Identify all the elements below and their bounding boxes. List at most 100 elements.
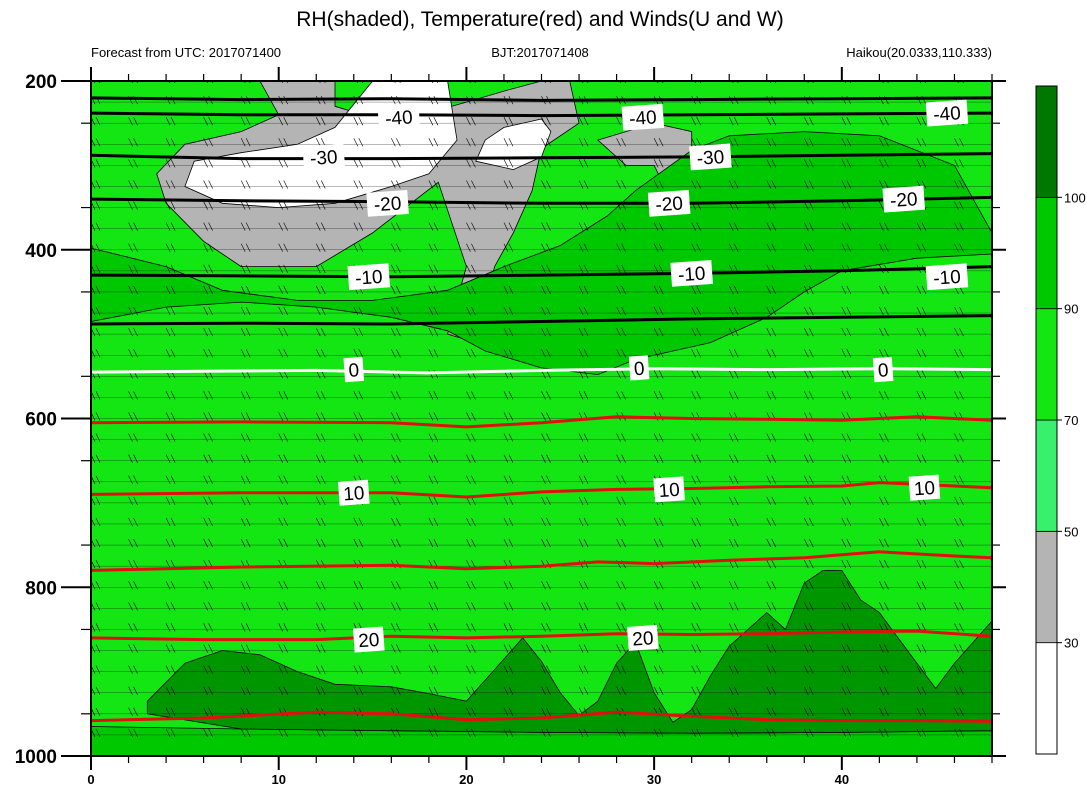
wind-barb-294 [804,306,814,316]
wind-barb-403 [203,412,213,421]
wind-barb-62 [541,117,551,126]
wind-barb-90 [653,138,664,147]
wind-barb-315 [653,327,664,337]
wind-barb-701 [128,665,138,674]
wind-barb-559 [428,538,439,548]
wind-barb-735 [466,686,476,695]
wind-barb-369 [804,370,814,379]
wind-barb-271 [879,285,889,295]
wind-barb-718 [766,665,777,674]
wind-barb-555 [278,538,288,548]
wind-barb-265 [653,285,664,295]
wind-barb-111 [503,159,514,168]
wind-barb-347 [916,349,927,358]
wind-barb-766 [691,707,701,716]
wind-barb-412 [541,412,551,421]
temperature-label-text-10: -10 [933,267,962,290]
wind-barb-632 [353,602,364,611]
wind-barb-642 [728,602,739,611]
wind-barb-253 [203,285,213,295]
wind-barb-572 [916,538,927,548]
wind-barb-753 [203,707,213,716]
wind-barb-480 [278,475,288,484]
temperature-label-12: 0 [628,355,650,381]
wind-barb-502 [165,496,176,506]
wind-barb-473 [954,454,964,463]
wind-barb-332 [353,349,364,358]
wind-barb-536 [503,517,514,527]
wind-barb-196 [879,222,889,231]
wind-barb-537 [541,517,551,527]
wind-barb-486 [503,475,514,484]
wind-barb-527 [165,517,176,527]
wind-barb-195 [841,222,852,231]
wind-barb-254 [240,285,251,295]
wind-barb-521 [879,496,889,506]
wind-barb-543 [766,517,777,527]
wind-barb-126 [128,180,138,189]
wind-barb-463 [578,454,589,463]
bjt-label: BJT:2017071408 [491,45,589,60]
wind-barb-562 [541,538,551,548]
wind-barb-655 [278,623,288,632]
wind-barb-769 [804,707,814,716]
wind-barb-726 [128,686,138,695]
wind-barb-491 [691,475,701,484]
wind-barb-611 [503,581,514,590]
wind-barb-791 [691,728,701,738]
wind-barb-557 [353,538,364,548]
wind-barb-743 [766,686,777,695]
wind-barb-631 [315,602,326,611]
temperature-contour-10 [91,629,992,642]
wind-barb-716 [691,665,701,674]
wind-barb-83 [391,138,401,147]
wind-barb-494 [804,475,814,484]
colorbar: 30 50 70 90 100 [1035,85,1086,755]
wind-barb-237 [541,264,551,273]
wind-barb-88 [578,138,589,147]
wind-barb-577 [165,560,176,569]
wind-barb-598 [954,560,964,569]
wind-barb-661 [503,623,514,632]
wind-barb-762 [541,707,551,716]
wind-barb-777 [165,728,176,738]
wind-barb-186 [503,222,514,231]
wind-barb-481 [315,475,326,484]
wind-barb-68 [766,117,777,126]
wind-barb-460 [466,454,476,463]
wind-barb-686 [503,644,514,653]
wind-barb-558 [391,538,401,548]
wind-barb-176 [128,222,138,231]
colorbar-box-0 [1035,642,1058,755]
wind-barb-439 [616,433,626,442]
wind-barb-612 [541,581,551,590]
wind-barb-297 [916,306,927,316]
wind-barb-272 [916,285,927,295]
wind-barb-640 [653,602,664,611]
wind-barb-317 [728,327,739,337]
wind-barb-221 [879,243,889,252]
temperature-label-8: -10 [347,263,391,291]
wind-barb-401 [128,412,138,421]
wind-barb-773 [954,707,964,716]
temperature-labels: -40 -40 -40 -30 -30 -20 -20 -20 -10 -10 -10 0 0 0 10 10… [302,99,969,653]
wind-barb-112 [541,159,551,168]
y-tick-label-3: 400 [25,241,57,262]
wind-barb-440 [653,433,664,442]
wind-barb-636 [503,602,514,611]
wind-barb-306 [315,327,326,337]
wind-barb-487 [541,475,551,484]
wind-barb-192 [728,222,739,231]
wind-barb-258 [391,285,401,295]
wind-barb-314 [616,327,626,337]
wind-barb-721 [879,665,889,674]
wind-barb-688 [578,644,589,653]
wind-barb-133 [391,180,401,189]
wind-barb-54 [240,117,251,126]
wind-barb-139 [616,180,626,189]
wind-barb-609 [428,581,439,590]
wind-barb-154 [240,201,251,210]
wind-barb-307 [353,327,364,337]
wind-barb-188 [578,222,589,231]
